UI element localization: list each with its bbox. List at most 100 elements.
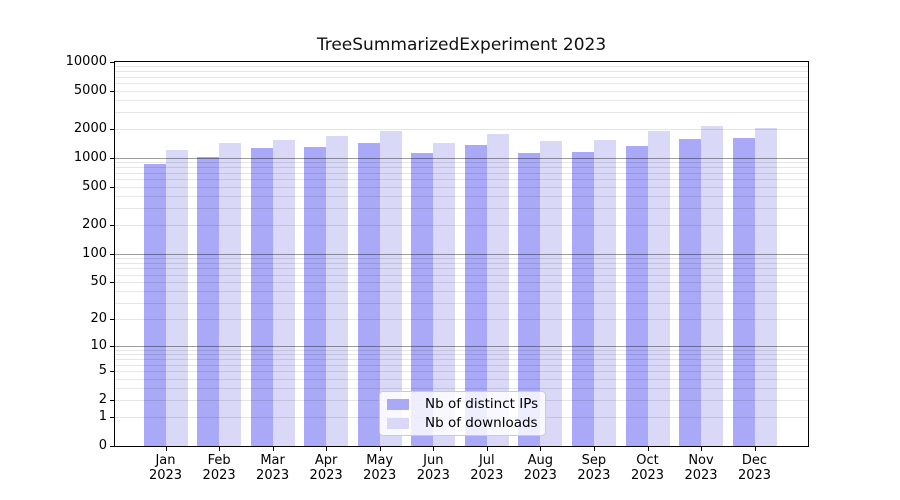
bar-downloads-jul — [486, 133, 509, 446]
minor-gridline-900 — [115, 162, 808, 164]
bar-distinct-ips-oct — [625, 145, 648, 446]
minor-gridline-70 — [115, 268, 808, 270]
bar-distinct-ips-jun — [411, 152, 434, 446]
minor-gridline-40 — [115, 291, 808, 293]
legend-item-distinct-ips: Nb of distinct IPs — [380, 395, 545, 414]
x-tick-month-may: May — [366, 453, 394, 468]
x-tick-month-oct: Oct — [636, 453, 659, 468]
bar-distinct-ips-jul — [464, 144, 487, 446]
x-tick-year-apr: 2023 — [309, 468, 343, 483]
x-tick-label-aug: Aug 2023 — [508, 453, 572, 483]
y-tick-label-2000: 2000 — [73, 121, 107, 137]
plot-area: Nb of distinct IPs Nb of downloads — [115, 62, 808, 446]
y-tick-label-0: 0 — [98, 438, 107, 453]
x-tick-month-jul: Jul — [478, 453, 495, 468]
x-tick-year-sep: 2023 — [577, 468, 611, 483]
y-tick-label-20: 20 — [90, 311, 107, 327]
y-tick-label-10: 10 — [90, 338, 107, 353]
bar-downloads-apr — [326, 135, 349, 446]
minor-gridline-5 — [115, 371, 808, 373]
minor-gridline-500 — [115, 186, 808, 188]
minor-gridline-4000 — [115, 100, 808, 102]
x-tick-year-nov: 2023 — [684, 468, 718, 483]
x-tick-year-jan: 2023 — [148, 468, 183, 483]
bar-downloads-nov — [701, 126, 723, 446]
y-tick-200 — [110, 224, 114, 226]
legend-label-downloads: Nb of downloads — [425, 415, 538, 431]
y-tick-0 — [110, 446, 114, 447]
x-tick-label-nov: Nov 2023 — [669, 453, 733, 483]
minor-gridline-7000 — [115, 76, 808, 78]
bar-distinct-ips-apr — [304, 147, 327, 446]
chart-title: TreeSummarizedExperiment 2023 — [316, 35, 607, 55]
x-tick-month-feb: Feb — [207, 453, 231, 468]
minor-gridline-80 — [115, 262, 808, 264]
minor-gridline-90 — [115, 257, 808, 259]
y-tick-label-200: 200 — [82, 216, 107, 232]
minor-gridline-30 — [115, 302, 808, 304]
bar-downloads-aug — [540, 141, 563, 446]
bar-downloads-jan — [165, 150, 188, 446]
x-tick-year-may: 2023 — [363, 468, 397, 483]
minor-gridline-5000 — [115, 90, 808, 92]
y-tick-500 — [110, 186, 114, 188]
x-tick-year-aug: 2023 — [523, 468, 557, 483]
legend-item-downloads: Nb of downloads — [380, 414, 545, 433]
x-tick-year-jun: 2023 — [416, 468, 450, 483]
x-tick-label-jun: Jun 2023 — [401, 453, 465, 483]
x-tick-month-mar: Mar — [260, 453, 285, 468]
x-tick-month-nov: Nov — [688, 453, 714, 468]
major-gridline-1000 — [115, 158, 808, 159]
y-tick-label-5: 5 — [98, 363, 107, 379]
y-tick-100 — [110, 253, 114, 255]
y-tick-1 — [110, 417, 114, 419]
x-tick-month-jun: Jun — [423, 453, 444, 468]
minor-gridline-6 — [115, 364, 808, 366]
bar-distinct-ips-nov — [679, 138, 701, 446]
y-tick-label-50: 50 — [90, 274, 107, 290]
x-tick-label-may: May 2023 — [348, 453, 412, 483]
x-tick-label-feb: Feb 2023 — [187, 453, 251, 483]
y-tick-20 — [110, 319, 114, 321]
x-tick-jul — [486, 447, 488, 451]
bar-distinct-ips-mar — [250, 148, 273, 446]
x-tick-month-dec: Dec — [741, 453, 768, 468]
legend-label-distinct-ips: Nb of distinct IPs — [425, 396, 539, 412]
x-tick-year-mar: 2023 — [256, 468, 290, 483]
minor-gridline-300 — [115, 208, 808, 210]
x-tick-year-jul: 2023 — [470, 468, 504, 483]
minor-gridline-9 — [115, 350, 808, 351]
bar-distinct-ips-sep — [571, 152, 594, 446]
bar-distinct-ips-feb — [197, 156, 219, 446]
x-tick-year-feb: 2023 — [202, 468, 236, 483]
x-tick-month-jan: Jan — [155, 453, 176, 468]
minor-gridline-50 — [115, 282, 808, 284]
bar-distinct-ips-may — [357, 143, 380, 446]
y-tick-5000 — [110, 90, 114, 92]
x-tick-year-oct: 2023 — [630, 468, 665, 483]
x-tick-aug — [540, 447, 542, 451]
minor-gridline-4 — [115, 378, 808, 380]
x-tick-sep — [593, 447, 595, 451]
x-tick-nov — [701, 447, 702, 451]
minor-gridline-400 — [115, 196, 808, 198]
bar-downloads-sep — [593, 139, 616, 446]
x-tick-label-sep: Sep 2023 — [562, 453, 626, 483]
y-tick-label-100: 100 — [82, 245, 107, 261]
minor-gridline-6000 — [115, 83, 808, 85]
x-tick-feb — [219, 447, 221, 451]
bar-distinct-ips-jan — [143, 163, 166, 446]
x-tick-mar — [272, 447, 274, 451]
x-tick-oct — [647, 447, 649, 451]
y-tick-2 — [110, 400, 114, 402]
y-tick-label-1000: 1000 — [73, 150, 107, 165]
y-tick-label-10000: 10000 — [65, 54, 107, 69]
major-gridline-10 — [115, 346, 808, 347]
x-tick-label-dec: Dec 2023 — [723, 453, 787, 483]
x-tick-label-mar: Mar 2023 — [241, 453, 305, 483]
y-tick-2000 — [110, 129, 114, 131]
minor-gridline-700 — [115, 172, 808, 174]
minor-gridline-8 — [115, 354, 808, 356]
y-tick-label-2: 2 — [98, 392, 107, 408]
